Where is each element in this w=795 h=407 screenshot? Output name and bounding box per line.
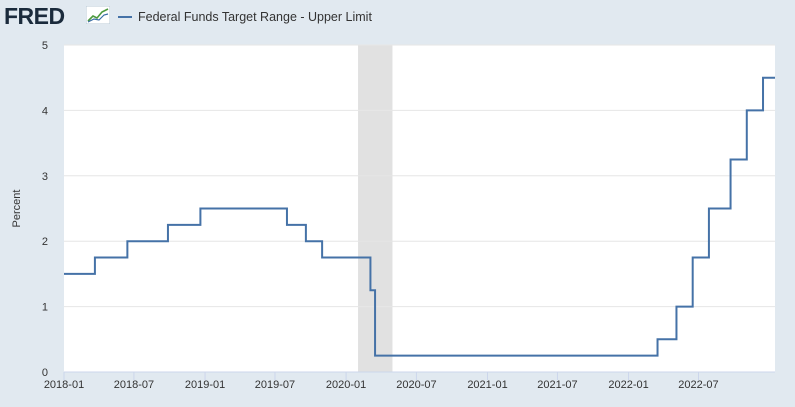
x-axis-ticks: 2018-01 2018-07 2019-01 2019-07 2020-01 2020-… [44, 372, 719, 391]
plot-background [64, 45, 775, 372]
chart-header: FRED Federal Funds Target Range - Upper … [0, 0, 795, 36]
y-tick-label: 5 [42, 40, 48, 52]
line-graph-icon [86, 6, 110, 24]
data-point [707, 207, 711, 211]
data-point [373, 354, 377, 358]
x-tick-label: 2022-01 [608, 379, 648, 391]
y-tick-label: 0 [42, 367, 48, 379]
data-point [198, 207, 202, 211]
x-tick-label: 2018-07 [114, 379, 154, 391]
gridlines [64, 44, 775, 308]
data-point [368, 288, 372, 292]
series-line[interactable] [64, 76, 775, 357]
x-tick-label: 2019-07 [255, 379, 295, 391]
x-tick-label: 2020-01 [326, 379, 366, 391]
data-point [304, 239, 308, 243]
y-tick-label: 2 [42, 236, 48, 248]
x-tick-label: 2022-07 [678, 379, 718, 391]
legend[interactable]: Federal Funds Target Range - Upper Limit [118, 8, 372, 26]
data-point [729, 157, 733, 161]
data-point [761, 76, 765, 80]
fred-logo[interactable]: FRED [4, 3, 65, 29]
data-point [285, 223, 289, 227]
x-tick-label: 2019-01 [185, 379, 225, 391]
data-point [773, 76, 777, 80]
legend-swatch [118, 16, 132, 18]
y-axis-title: Percent [11, 190, 23, 228]
x-tick-label: 2018-01 [44, 379, 84, 391]
data-point [674, 305, 678, 309]
y-tick-label: 1 [42, 302, 48, 314]
x-tick-label: 2021-07 [537, 379, 577, 391]
data-point [93, 256, 97, 260]
x-tick-label: 2020-07 [396, 379, 436, 391]
x-tick-label: 2021-01 [467, 379, 507, 391]
y-tick-label: 3 [42, 171, 48, 183]
data-point [691, 256, 695, 260]
y-axis-ticks: 0 1 2 3 4 5 [42, 40, 48, 379]
legend-label: Federal Funds Target Range - Upper Limit [138, 10, 372, 24]
data-point [166, 223, 170, 227]
data-point [62, 272, 66, 276]
y-tick-label: 4 [42, 105, 48, 117]
data-point [125, 239, 129, 243]
data-point [320, 256, 324, 260]
data-point [745, 108, 749, 112]
data-point [656, 337, 660, 341]
